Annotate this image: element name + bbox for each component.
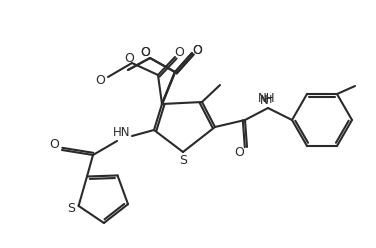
Text: O: O: [95, 74, 105, 88]
Text: O: O: [174, 45, 184, 59]
Text: O: O: [124, 52, 134, 64]
Text: O: O: [49, 138, 59, 152]
Text: O: O: [140, 47, 150, 60]
Text: NH: NH: [258, 92, 276, 104]
Text: H: H: [264, 95, 272, 105]
Text: N: N: [259, 93, 268, 106]
Polygon shape: [100, 45, 180, 105]
Text: O: O: [192, 43, 202, 57]
Text: O: O: [234, 147, 244, 159]
Text: O: O: [192, 43, 202, 57]
Text: HN: HN: [113, 126, 131, 139]
Text: S: S: [179, 155, 187, 167]
Text: S: S: [68, 202, 76, 216]
Text: O: O: [140, 47, 150, 60]
